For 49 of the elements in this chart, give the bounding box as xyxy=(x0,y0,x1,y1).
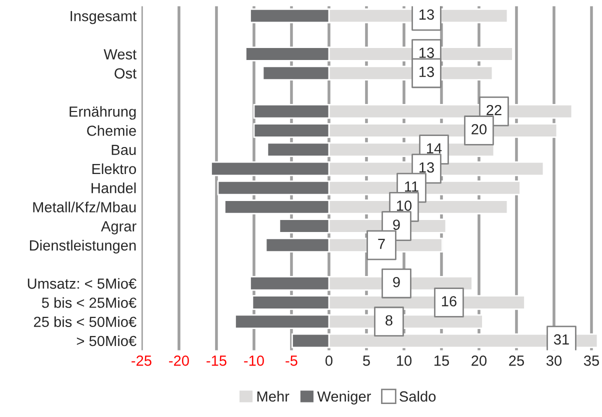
y-tick-label: Ernährung xyxy=(70,106,136,120)
y-tick-label: Handel xyxy=(92,182,136,194)
x-tick-label: 35 xyxy=(584,356,599,366)
point xyxy=(382,268,412,298)
x-tick-label: 5 xyxy=(363,356,370,366)
x-tick-label: 20 xyxy=(472,356,487,366)
data-label: 16 xyxy=(442,296,456,306)
point xyxy=(366,230,396,260)
y-tick-label: Agrar xyxy=(100,221,136,234)
x-tick-label: 30 xyxy=(546,356,562,366)
data-label: 8 xyxy=(386,315,392,326)
data-label: 11 xyxy=(405,182,418,192)
legend-label: Mehr xyxy=(257,390,290,402)
data-label: 7 xyxy=(378,238,385,249)
point xyxy=(374,306,404,337)
y-tick-label: 5 bis < 25Mio€ xyxy=(42,297,136,308)
y-tick-label: > 50Mio€ xyxy=(76,335,136,346)
data-label: 20 xyxy=(472,124,487,134)
x-tick-label: 15 xyxy=(434,356,449,366)
y-tick-label: Bau xyxy=(112,144,136,156)
y-tick-label: Insgesamt xyxy=(70,11,137,24)
x-tick-label: 0 xyxy=(325,356,332,366)
x-tick-label: -15 xyxy=(206,356,226,366)
data-label: 22 xyxy=(486,104,502,116)
y-tick-label: Metall/Kfz/Mbau xyxy=(33,202,136,212)
y-tick-label: West xyxy=(104,49,136,60)
y-tick-label: Ost xyxy=(114,68,136,79)
data-label: 10 xyxy=(396,200,412,211)
y-tick-label: Elektro xyxy=(92,163,136,174)
legend-label: Weniger xyxy=(317,390,371,405)
x-tick-label: 10 xyxy=(396,356,412,366)
data-label: 31 xyxy=(554,334,569,345)
x-tick-label: -10 xyxy=(244,356,264,366)
data-label: 13 xyxy=(419,48,434,58)
data-label: 14 xyxy=(426,143,442,154)
data-label: 9 xyxy=(393,220,400,230)
legend-label: Saldo xyxy=(400,390,436,402)
x-tick-label: 25 xyxy=(509,356,524,366)
x-tick-label: -25 xyxy=(132,356,152,366)
y-tick-label: Dienstleistungen xyxy=(30,240,136,254)
data-label: 13 xyxy=(419,66,434,78)
data-label: 13 xyxy=(419,162,434,173)
x-tick-label: -5 xyxy=(286,356,298,366)
x-tick-label: -20 xyxy=(169,356,189,366)
y-tick-label: Umsatz: < 5Mio€ xyxy=(28,278,136,289)
data-label: 9 xyxy=(393,276,400,288)
y-tick-label: Chemie xyxy=(87,125,136,136)
y-tick-label: 25 bis < 50Mio€ xyxy=(34,316,136,328)
data-label: 13 xyxy=(419,9,434,20)
